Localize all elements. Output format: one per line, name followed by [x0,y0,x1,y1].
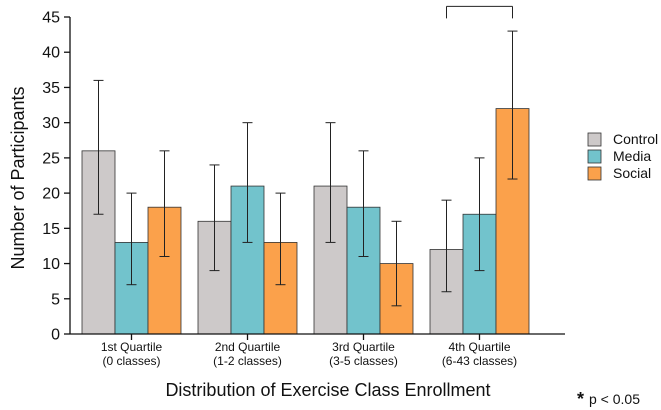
significance-marker: * [476,0,483,8]
x-tick-label: 3rd Quartile [332,340,395,354]
y-axis-title: Number of Participants [8,86,28,269]
y-tick-label: 5 [51,291,60,308]
footnote-marker: * [577,389,584,409]
legend-label-control: Control [613,131,658,147]
x-tick-label: 1st Quartile [101,340,163,354]
bars-group [81,108,530,335]
x-tick-label-sub: (3-5 classes) [329,354,398,368]
significance-bracket: * [446,0,513,19]
y-tick-label: 10 [42,256,60,273]
x-axis-title: Distribution of Exercise Class Enrollmen… [165,380,490,400]
y-tick-label: 0 [51,327,60,344]
y-tick-label: 20 [42,186,60,203]
error-bars-group [93,30,518,307]
y-tick-label: 15 [42,221,60,238]
footnote: * p < 0.05 [577,389,640,409]
legend-swatch-social [587,166,602,181]
legend-swatch-control [587,132,602,147]
legend-swatch-media [587,149,602,164]
x-tick-label: 4th Quartile [448,340,510,354]
x-tick-label-sub: (1-2 classes) [213,354,282,368]
footnote-text: p < 0.05 [589,391,640,407]
x-tick-label-sub: (0 classes) [102,354,160,368]
y-tick-label: 40 [42,45,60,62]
legend-label-social: Social [613,165,651,181]
legend-label-media: Media [613,148,651,164]
y-tick-label: 30 [42,115,60,132]
x-axis: 1st Quartile(0 classes) 2nd Quartile(1-2 … [70,333,565,368]
x-tick-label: 2nd Quartile [215,340,281,354]
x-tick-label-sub: (6-43 classes) [442,354,517,368]
y-tick-label: 25 [42,150,60,167]
y-tick-label: 45 [42,10,60,27]
y-axis: 0 5 10 15 20 25 30 35 40 45 [42,10,71,344]
y-tick-label: 35 [42,80,60,97]
